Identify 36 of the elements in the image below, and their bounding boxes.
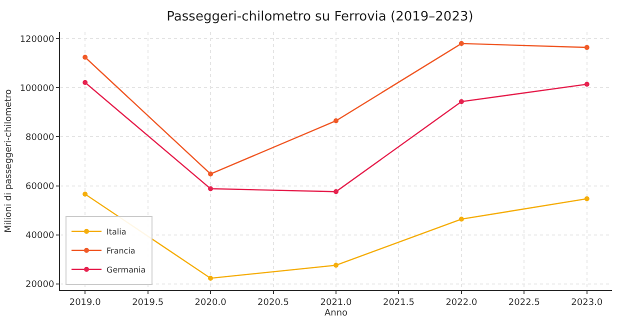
point <box>458 99 464 104</box>
x-tick-label: 2021.0 <box>320 298 352 308</box>
point <box>208 276 214 281</box>
point <box>82 54 88 60</box>
point <box>208 172 214 176</box>
x-tick-label: 2020.5 <box>258 298 290 308</box>
point <box>584 82 590 87</box>
x-axis-title: Anno <box>324 308 348 319</box>
y-tick-label: 20000 <box>26 280 54 290</box>
y-tick-label: 80000 <box>26 132 54 143</box>
x-tick-label: 2023.0 <box>571 298 603 308</box>
x-tick-label: 2021.5 <box>382 298 414 308</box>
y-tick-label: 100000 <box>20 84 54 94</box>
point <box>82 192 88 197</box>
x-tick-label: 2019.0 <box>69 298 102 308</box>
y-tick-label: 60000 <box>26 182 54 192</box>
chart-title: Passeggeri-chilometro su Ferrovia (2019–2023) <box>166 9 474 24</box>
y-axis-title: Milioni di passeggeri-chilometro <box>4 88 14 233</box>
point <box>584 196 590 202</box>
x-tick-label: 2022.0 <box>446 298 478 308</box>
point <box>458 216 464 222</box>
y-tick-label: 120000 <box>20 34 54 45</box>
point <box>334 262 338 268</box>
point <box>458 41 464 46</box>
legend-label: Germania <box>106 265 146 274</box>
x-tick-label: 2019.5 <box>132 298 164 308</box>
x-tick-label: 2020.0 <box>194 298 227 308</box>
point <box>82 80 88 86</box>
legend-label: Italia <box>106 227 126 236</box>
point <box>334 189 338 194</box>
point <box>584 44 590 50</box>
point <box>334 118 338 124</box>
legend-label: Francia <box>106 246 136 256</box>
y-tick-label: 40000 <box>26 230 54 241</box>
point <box>208 186 214 192</box>
x-tick-label: 2022.5 <box>508 298 540 308</box>
